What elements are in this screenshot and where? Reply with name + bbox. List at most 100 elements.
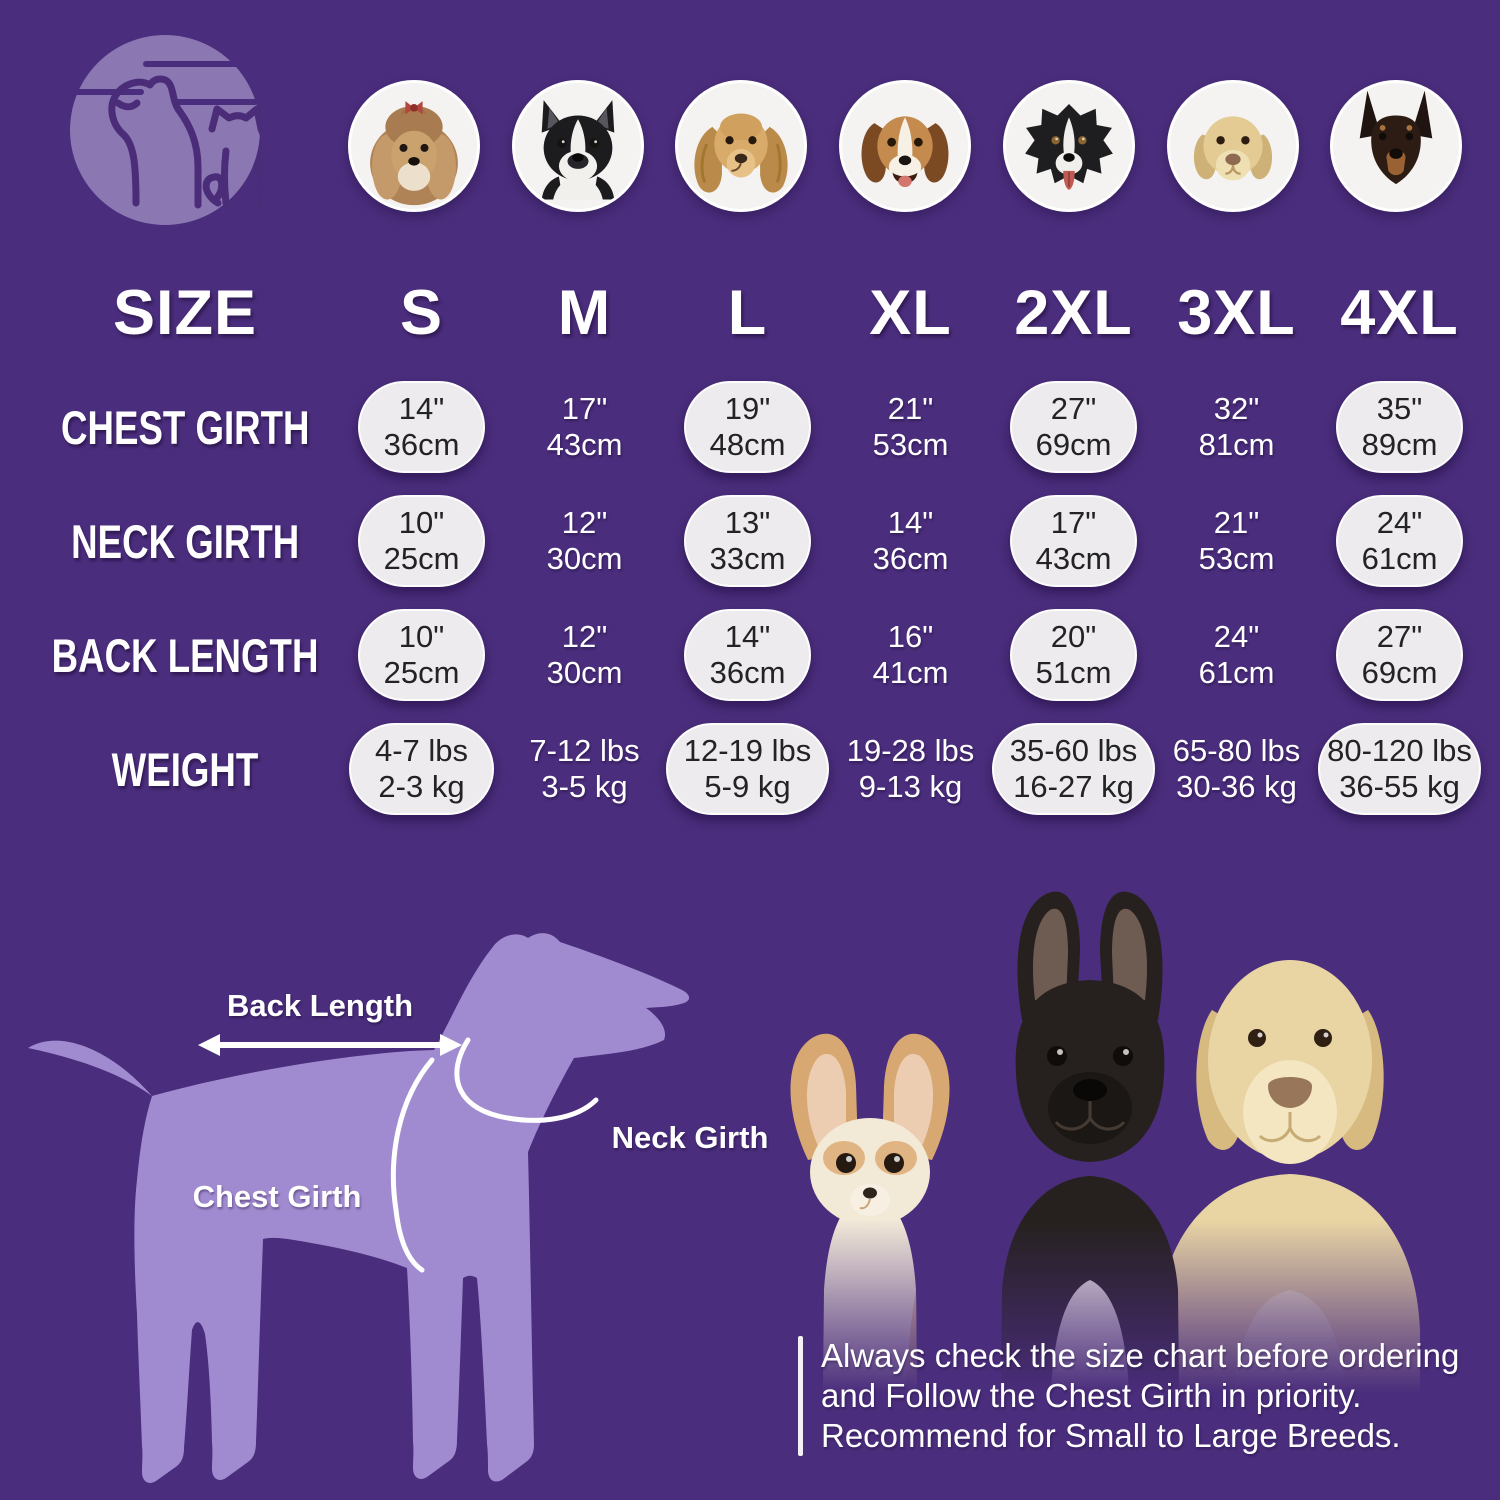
size-value: 10" 25cm — [357, 608, 486, 702]
value-inches: 20" — [1050, 618, 1097, 654]
value-inches: 24" — [1376, 504, 1423, 540]
value-cm: 69cm — [1361, 655, 1438, 690]
value-cm: 2-3 kg — [378, 769, 465, 804]
value-inches: 19" — [724, 390, 771, 426]
value-inches: 4-7 lbs — [374, 732, 469, 768]
value-inches: 21" — [1213, 504, 1260, 540]
row-label-text: CHEST GIRTH — [60, 400, 310, 454]
size-cell: 80-120 lbs 36-55 kg — [1318, 712, 1481, 826]
size-value: 14" 36cm — [357, 380, 486, 474]
size-value: 27" 69cm — [1335, 608, 1464, 702]
size-cell: 24" 61cm — [1318, 484, 1481, 598]
value-inches: 65-80 lbs — [1172, 732, 1301, 768]
value-cm: 36cm — [383, 427, 460, 462]
value-inches: 17" — [561, 390, 608, 426]
size-value: 27" 69cm — [1009, 380, 1138, 474]
value-inches: 32" — [1213, 390, 1260, 426]
shih-tzu-icon — [370, 101, 458, 206]
value-cm: 81cm — [1198, 427, 1275, 462]
value-cm: 61cm — [1361, 541, 1438, 576]
breed-photo-border-collie — [1003, 80, 1135, 212]
column-header-m: M — [557, 277, 612, 348]
size-value: 12" 30cm — [547, 619, 623, 692]
breed-photo-cocker-spaniel — [675, 80, 807, 212]
value-cm: 41cm — [872, 655, 949, 690]
value-cm: 53cm — [872, 427, 949, 462]
size-value: 12" 30cm — [547, 505, 623, 578]
value-inches: 19-28 lbs — [846, 732, 975, 768]
value-inches: 12" — [561, 618, 608, 654]
labrador-icon — [1193, 116, 1273, 181]
value-inches: 10" — [398, 504, 445, 540]
size-cell: 35" 89cm — [1318, 370, 1481, 484]
value-inches: 14" — [724, 618, 771, 654]
row-label: WEIGHT — [30, 712, 340, 826]
size-value: 12-19 lbs 5-9 kg — [666, 722, 829, 816]
size-cell: 4-7 lbs 2-3 kg — [340, 712, 503, 826]
size-value: 24" 61cm — [1199, 619, 1275, 692]
value-inches: 12-19 lbs — [683, 732, 812, 768]
size-cell: 14" 36cm — [666, 598, 829, 712]
size-value: 21" 53cm — [1199, 505, 1275, 578]
chest-girth-label: Chest Girth — [192, 1179, 362, 1214]
column-header-l: L — [727, 277, 768, 348]
value-cm: 69cm — [1035, 427, 1112, 462]
value-cm: 53cm — [1198, 541, 1275, 576]
value-inches: 17" — [1050, 504, 1097, 540]
size-cell: 10" 25cm — [340, 598, 503, 712]
value-inches: 16" — [887, 618, 934, 654]
value-cm: 30-36 kg — [1176, 769, 1297, 804]
value-cm: 25cm — [383, 541, 460, 576]
value-inches: 35" — [1376, 390, 1423, 426]
size-cell: 24" 61cm — [1155, 598, 1318, 712]
row-label: NECK GIRTH — [30, 484, 340, 598]
value-cm: 30cm — [546, 541, 623, 576]
value-inches: 27" — [1050, 390, 1097, 426]
column-header-xl: XL — [869, 277, 952, 348]
size-value: 7-12 lbs 3-5 kg — [529, 733, 639, 806]
size-value: 20" 51cm — [1009, 608, 1138, 702]
size-cell: 14" 36cm — [829, 484, 992, 598]
size-cell: 14" 36cm — [340, 370, 503, 484]
cocker-spaniel-icon — [694, 113, 788, 193]
row-label-text: NECK GIRTH — [70, 514, 300, 568]
size-cell: 16" 41cm — [829, 598, 992, 712]
value-inches: 35-60 lbs — [1009, 732, 1138, 768]
value-inches: 80-120 lbs — [1327, 732, 1472, 768]
size-cell: 13" 33cm — [666, 484, 829, 598]
value-inches: 13" — [724, 504, 771, 540]
value-inches: 24" — [1213, 618, 1260, 654]
breed-photo-boston-terrier — [512, 80, 644, 212]
value-cm: 9-13 kg — [858, 769, 963, 804]
size-cell: 65-80 lbs 30-36 kg — [1155, 712, 1318, 826]
size-value: 35" 89cm — [1335, 380, 1464, 474]
size-cell: 21" 53cm — [1155, 484, 1318, 598]
value-cm: 25cm — [383, 655, 460, 690]
size-value: 32" 81cm — [1199, 391, 1275, 464]
value-cm: 3-5 kg — [541, 769, 628, 804]
breed-photo-labrador — [1167, 80, 1299, 212]
size-value: 10" 25cm — [357, 494, 486, 588]
back-length-label: Back Length — [226, 988, 414, 1023]
three-dogs-illustration — [790, 891, 1420, 1480]
size-cell: 17" 43cm — [992, 484, 1155, 598]
size-value: 14" 36cm — [683, 608, 812, 702]
size-cell: 32" 81cm — [1155, 370, 1318, 484]
breed-photo-doberman — [1330, 80, 1462, 212]
bottom-dogs-photo-group — [760, 860, 1460, 1480]
size-cell: 19-28 lbs 9-13 kg — [829, 712, 992, 826]
size-value: 17" 43cm — [547, 391, 623, 464]
arrowheads — [198, 1034, 462, 1056]
breed-photo-shih-tzu — [348, 80, 480, 212]
value-inches: 14" — [398, 390, 445, 426]
column-header-s: S — [399, 277, 444, 348]
size-cell: 27" 69cm — [1318, 598, 1481, 712]
breed-photo-beagle — [839, 80, 971, 212]
size-value: 24" 61cm — [1335, 494, 1464, 588]
brand-logo-dog-cat-icon — [70, 35, 262, 225]
size-value: 13" 33cm — [683, 494, 812, 588]
size-cell: 12-19 lbs 5-9 kg — [666, 712, 829, 826]
size-table: SIZE S M L XL 2XL 3XL 4XL CHEST GIRTH 14" 36cm 17" 4… — [30, 255, 1481, 826]
neck-girth-label: Neck Girth — [611, 1120, 769, 1155]
